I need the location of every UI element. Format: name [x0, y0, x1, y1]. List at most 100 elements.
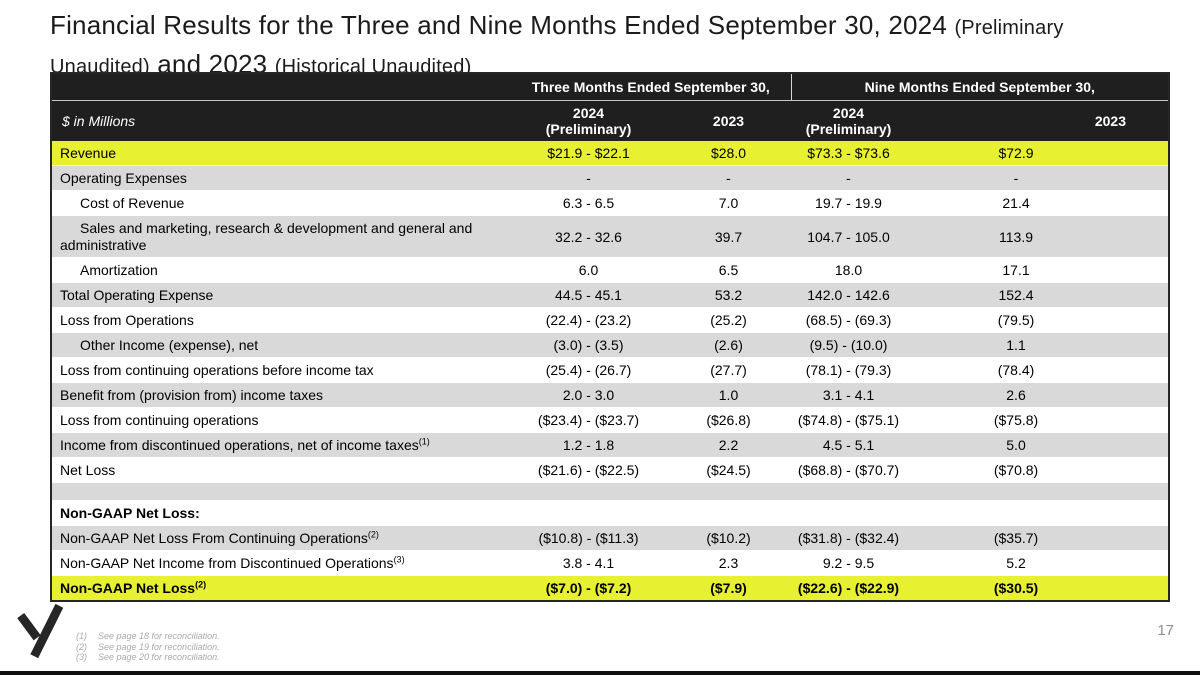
table-row: Non-GAAP Net Loss:	[51, 500, 1170, 526]
row-label: Other Income (expense), net	[51, 332, 511, 358]
value-cell: 142.0 - 142.6	[791, 282, 906, 308]
table-row: Non-GAAP Net Loss(2) ($7.0) - ($7.2) ($7.9…	[51, 575, 1170, 602]
value-cell: 53.2	[666, 282, 791, 308]
value-cell: ($70.8)	[906, 457, 1170, 483]
value-cell: 104.7 - 105.0	[791, 215, 906, 258]
value-cell	[666, 500, 791, 526]
col-header-2024-preliminary-3mo: 2024 (Preliminary)	[511, 100, 666, 141]
row-label: Revenue	[51, 141, 511, 166]
table-row: Net Loss ($21.6) - ($22.5) ($24.5) ($68.8) …	[51, 457, 1170, 483]
value-cell: $21.9 - $22.1	[511, 141, 666, 166]
table-row: Loss from continuing operations ($23.4) -…	[51, 407, 1170, 433]
row-label: Non-GAAP Net Income from Discontinued Op…	[51, 550, 511, 576]
value-cell: 2.2	[666, 432, 791, 458]
table-row: Loss from continuing operations before i…	[51, 357, 1170, 383]
value-cell	[906, 482, 1170, 501]
footnote-ref: (2)	[367, 529, 379, 540]
value-cell: 152.4	[906, 282, 1170, 308]
value-cell: -	[791, 165, 906, 191]
value-cell: -	[666, 165, 791, 191]
footnote-text: See page 20 for reconciliation.	[98, 652, 220, 662]
value-cell	[511, 482, 666, 501]
row-label: Cost of Revenue	[51, 190, 511, 216]
value-cell	[666, 482, 791, 501]
value-cell: 1.0	[666, 382, 791, 408]
group-header-spacer	[51, 73, 511, 101]
footnote-ref: (3)	[393, 554, 405, 565]
table-row: Total Operating Expense 44.5 - 45.1 53.2 14…	[51, 282, 1170, 308]
value-cell: 1.2 - 1.8	[511, 432, 666, 458]
group-header-row: Three Months Ended September 30, Nine Mo…	[51, 73, 1170, 101]
value-cell: 39.7	[666, 215, 791, 258]
value-cell: 9.2 - 9.5	[791, 550, 906, 576]
value-cell: ($31.8) - ($32.4)	[791, 525, 906, 551]
footnote-number: (1)	[76, 631, 87, 641]
table-row: Income from discontinued operations, net…	[51, 432, 1170, 458]
value-cell: 113.9	[906, 215, 1170, 258]
value-cell: 2.0 - 3.0	[511, 382, 666, 408]
table-header: Three Months Ended September 30, Nine Mo…	[51, 73, 1170, 141]
value-cell: 5.2	[906, 550, 1170, 576]
value-cell: 44.5 - 45.1	[511, 282, 666, 308]
value-cell: 19.7 - 19.9	[791, 190, 906, 216]
value-cell: 32.2 - 32.6	[511, 215, 666, 258]
footnote-number: (2)	[76, 641, 87, 652]
row-label: Non-GAAP Net Loss(2)	[51, 575, 511, 602]
table-row: Revenue $21.9 - $22.1 $28.0 $73.3 - $73.6 $7…	[51, 141, 1170, 166]
col-header-2024-preliminary-9mo: 2024 (Preliminary)	[791, 100, 906, 141]
value-cell: ($7.9)	[666, 575, 791, 602]
table-row: Other Income (expense), net (3.0) - (3.5)…	[51, 332, 1170, 358]
group-header-nine-months: Nine Months Ended September 30,	[790, 73, 1170, 101]
value-cell: ($68.8) - ($70.7)	[791, 457, 906, 483]
footnote-number: (3)	[76, 652, 87, 662]
footnote-ref: (1)	[418, 436, 430, 447]
table-row: Sales and marketing, research & developm…	[51, 215, 1170, 258]
value-cell: ($7.0) - ($7.2)	[511, 575, 666, 602]
value-cell: (22.4) - (23.2)	[511, 307, 666, 333]
row-label: Net Loss	[51, 457, 511, 483]
table-row: Non-GAAP Net Loss From Continuing Operat…	[51, 525, 1170, 551]
table-row: Cost of Revenue 6.3 - 6.5 7.0 19.7 - 19.9 21…	[51, 190, 1170, 216]
footnote-line: (2) See page 19 for reconciliation.	[76, 642, 220, 653]
value-cell: (78.4)	[906, 357, 1170, 383]
value-cell: 6.5	[666, 257, 791, 283]
footnote-line: (3) See page 20 for reconciliation.	[76, 652, 220, 663]
value-cell: (25.2)	[666, 307, 791, 333]
value-cell: (9.5) - (10.0)	[791, 332, 906, 358]
col-header-2023-3mo: 2023	[666, 100, 791, 141]
row-label: Income from discontinued operations, net…	[51, 432, 511, 458]
value-cell: (79.5)	[906, 307, 1170, 333]
value-cell: ($22.6) - ($22.9)	[791, 575, 906, 602]
value-cell: 17.1	[906, 257, 1170, 283]
value-cell: ($10.8) - ($11.3)	[511, 525, 666, 551]
value-cell: ($35.7)	[906, 525, 1170, 551]
value-cell: 2.3	[666, 550, 791, 576]
row-label: Sales and marketing, research & developm…	[51, 215, 511, 258]
value-cell: 6.3 - 6.5	[511, 190, 666, 216]
value-cell: (25.4) - (26.7)	[511, 357, 666, 383]
value-cell: 21.4	[906, 190, 1170, 216]
value-cell: 2.6	[906, 382, 1170, 408]
value-cell: (2.6)	[666, 332, 791, 358]
value-cell	[511, 500, 666, 526]
value-cell: ($26.8)	[666, 407, 791, 433]
row-label: Non-GAAP Net Loss:	[51, 500, 511, 526]
value-cell: (78.1) - (79.3)	[791, 357, 906, 383]
footnote-text: See page 18 for reconciliation.	[98, 631, 220, 641]
footnote-text: See page 19 for reconciliation.	[98, 641, 220, 652]
row-label	[51, 482, 511, 501]
value-cell: ($21.6) - ($22.5)	[511, 457, 666, 483]
column-header-row: $ in Millions 2024 (Preliminary) 2023 20…	[51, 100, 1170, 141]
row-label: Non-GAAP Net Loss From Continuing Operat…	[51, 525, 511, 551]
value-cell: 1.1	[906, 332, 1170, 358]
slide-footer-bar	[0, 671, 1200, 675]
footnotes: (1) See page 18 for reconciliation. (2) See…	[76, 631, 220, 663]
footnote-line: (1) See page 18 for reconciliation.	[76, 631, 220, 642]
value-cell: (3.0) - (3.5)	[511, 332, 666, 358]
value-cell: 3.1 - 4.1	[791, 382, 906, 408]
row-label: Loss from continuing operations	[51, 407, 511, 433]
financial-results-table: Three Months Ended September 30, Nine Mo…	[50, 72, 1171, 602]
row-label: Benefit from (provision from) income tax…	[51, 382, 511, 408]
units-label: $ in Millions	[51, 100, 511, 141]
